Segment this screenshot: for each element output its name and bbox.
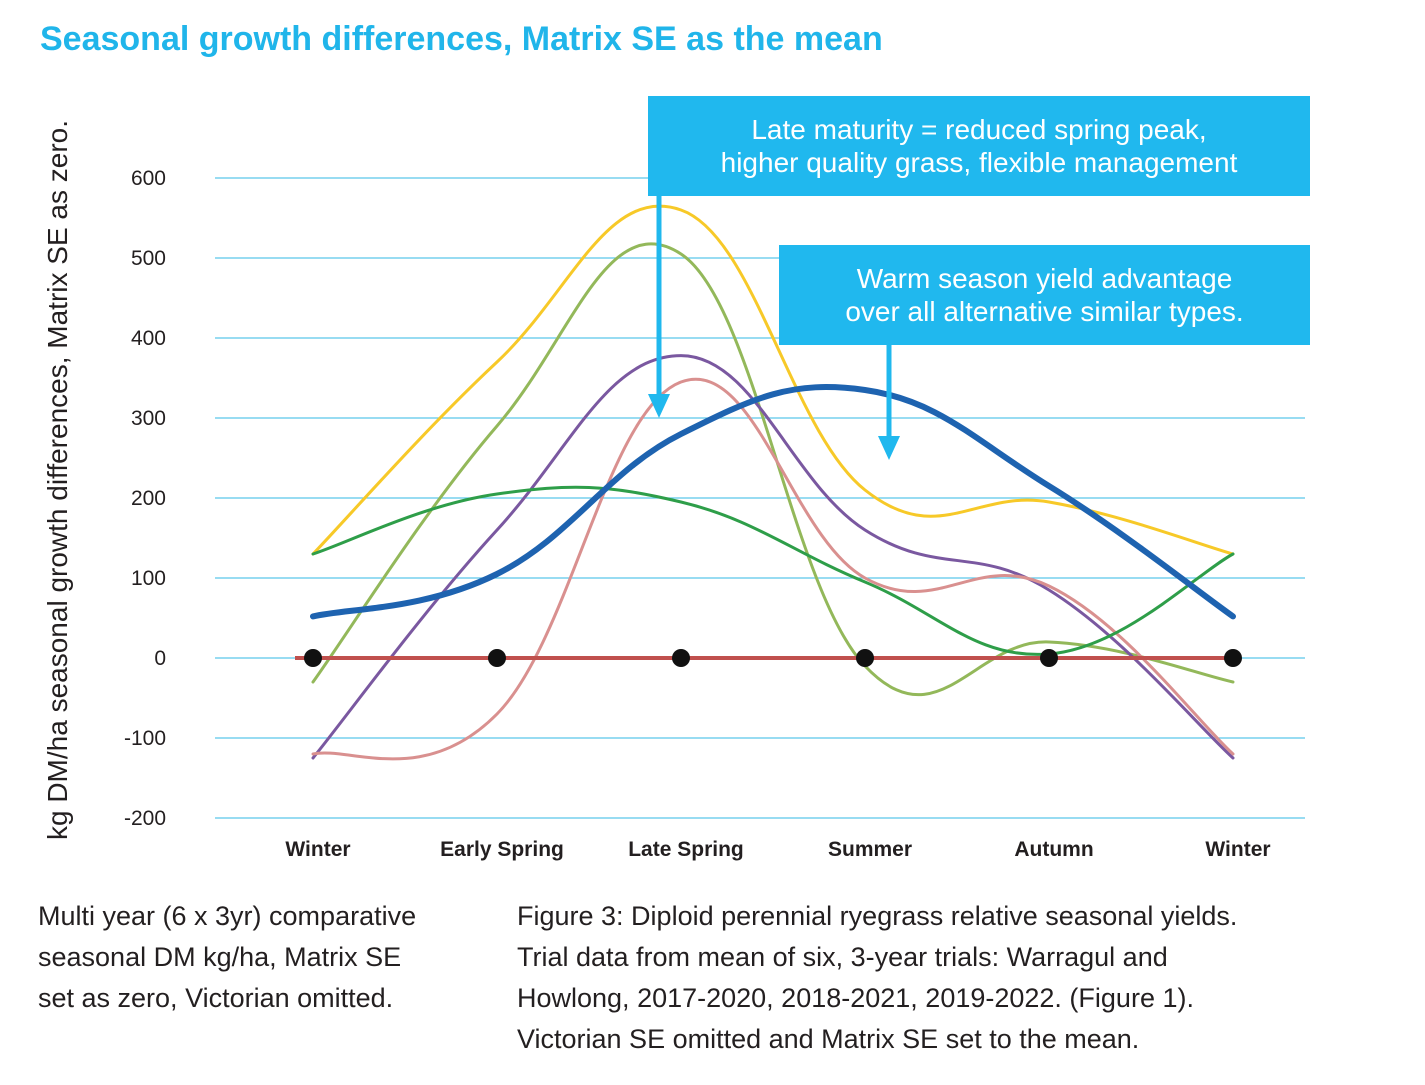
- callout-warm-season-text: Warm season yield advantage over all alt…: [845, 263, 1244, 327]
- x-tick-label: Summer: [828, 838, 912, 861]
- series-markers: [304, 649, 1242, 667]
- callout-arrows: [648, 190, 900, 460]
- caption-left: Multi year (6 x 3yr) comparative seasona…: [38, 901, 417, 1013]
- data-point-marker: [488, 649, 506, 667]
- x-tick-label: Early Spring: [440, 838, 564, 861]
- series-line-3: [311, 242, 1235, 697]
- arrow-late-maturity: [648, 190, 670, 418]
- y-tick-label: 200: [131, 487, 166, 510]
- series-line-4: [311, 354, 1235, 760]
- arrow-warm-season: [878, 340, 900, 460]
- data-point-marker: [856, 649, 874, 667]
- y-tick-label: 600: [131, 167, 166, 190]
- x-tick-label: Winter: [1205, 838, 1270, 861]
- series-line-5: [311, 377, 1235, 761]
- x-tick-label: Autumn: [1014, 838, 1093, 861]
- series-lines: [295, 204, 1241, 761]
- y-tick-label: 400: [131, 327, 166, 350]
- callout-late-maturity-text: Late maturity = reduced spring peak, hig…: [720, 114, 1238, 178]
- y-tick-label: 0: [154, 647, 166, 670]
- y-tick-label: 500: [131, 247, 166, 270]
- y-tick-labels: 600 500 400 300 200 100 0 -100 -200: [124, 167, 166, 830]
- y-tick-label: 100: [131, 567, 166, 590]
- callout-warm-season: Warm season yield advantage over all alt…: [779, 245, 1310, 345]
- series-line-1: [310, 384, 1236, 620]
- y-tick-label: -100: [124, 727, 166, 750]
- caption-right: Figure 3: Diploid perennial ryegrass rel…: [517, 901, 1238, 1054]
- series-line-2: [311, 204, 1235, 556]
- data-point-marker: [672, 649, 690, 667]
- x-tick-label: Late Spring: [628, 838, 744, 861]
- data-point-marker: [304, 649, 322, 667]
- x-tick-label: Winter: [285, 838, 350, 861]
- y-tick-label: -200: [124, 807, 166, 830]
- y-tick-label: 300: [131, 407, 166, 430]
- callout-late-maturity: Late maturity = reduced spring peak, hig…: [648, 96, 1310, 196]
- x-tick-labels: Winter Early Spring Late Spring Summer Autum…: [285, 838, 1270, 861]
- chart-title: Seasonal growth differences, Matrix SE a…: [40, 20, 883, 58]
- series-line-6: [311, 485, 1235, 656]
- data-point-marker: [1040, 649, 1058, 667]
- data-point-marker: [1224, 649, 1242, 667]
